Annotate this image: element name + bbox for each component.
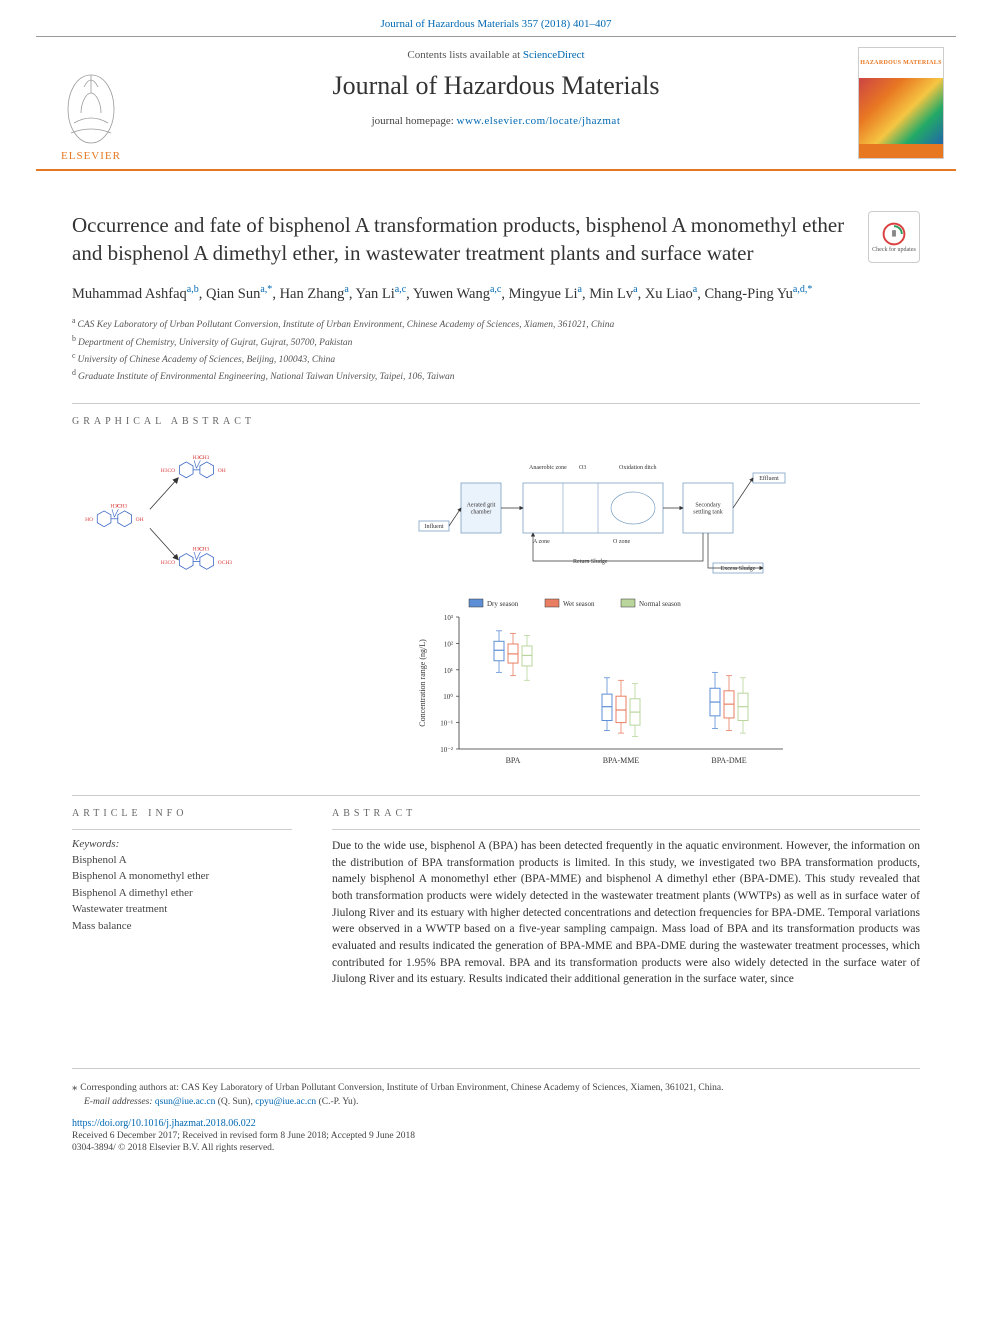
corresponding-line: Corresponding authors at: CAS Key Labora… — [80, 1083, 723, 1093]
boxplot-chart: 10⁻² 10⁻¹ 10⁰ 10¹ 10² 10³ Concentration range … — [286, 593, 920, 773]
sciencedirect-link[interactable]: ScienceDirect — [523, 49, 585, 61]
article-info-label: ARTICLE INFO — [72, 808, 292, 819]
svg-text:10⁰: 10⁰ — [443, 693, 453, 701]
svg-text:Aerated grit: Aerated grit — [467, 502, 496, 508]
cover-bar — [859, 144, 943, 158]
svg-text:Effluent: Effluent — [759, 475, 779, 482]
svg-text:BPA-DME: BPA-DME — [711, 756, 746, 765]
asterisk: ⁎ — [72, 1081, 80, 1093]
publisher-logo-wrap: ELSEVIER — [36, 37, 146, 169]
process-flowchart: Influent Aerated gritchamber Secondarysett… — [286, 443, 920, 583]
svg-text:H3CO: H3CO — [161, 468, 175, 474]
svg-text:10²: 10² — [444, 640, 453, 648]
svg-text:CH3: CH3 — [117, 504, 128, 510]
check-updates-label: Check for updates — [872, 247, 916, 253]
svg-text:Excess Sludge: Excess Sludge — [721, 566, 756, 572]
copyright-line: 0304-3894/ © 2018 Elsevier B.V. All righ… — [72, 1143, 920, 1153]
svg-text:BPA-MME: BPA-MME — [603, 756, 640, 765]
page-footer: ⁎ Corresponding authors at: CAS Key Labo… — [0, 1068, 992, 1183]
chem-scheme: H3CCH3HOOHH3CCH3H3COOHH3CCH3H3COOCH3 — [72, 443, 272, 593]
svg-text:chamber: chamber — [471, 509, 492, 515]
rule — [72, 795, 920, 796]
homepage-prefix: journal homepage: — [372, 115, 457, 127]
svg-text:Secondary: Secondary — [695, 502, 720, 508]
svg-text:settling tank: settling tank — [693, 509, 723, 515]
masthead: ELSEVIER Contents lists available at Sci… — [36, 36, 956, 171]
svg-text:CH3: CH3 — [199, 455, 210, 461]
keywords-label: Keywords: — [72, 838, 292, 850]
doi-link[interactable]: https://doi.org/10.1016/j.jhazmat.2018.0… — [72, 1118, 920, 1129]
svg-text:Anaerobic zone: Anaerobic zone — [529, 465, 567, 471]
rule — [72, 403, 920, 404]
graphical-abstract-label: GRAPHICAL ABSTRACT — [72, 416, 920, 427]
svg-text:HO: HO — [85, 517, 93, 523]
svg-text:BPA: BPA — [506, 756, 521, 765]
svg-text:10³: 10³ — [444, 614, 453, 622]
svg-text:Concentration range (ng/L): Concentration range (ng/L) — [418, 639, 427, 727]
svg-text:Oxidation ditch: Oxidation ditch — [619, 465, 657, 471]
citation-link[interactable]: Journal of Hazardous Materials 357 (2018… — [381, 18, 612, 30]
journal-cover: HAZARDOUS MATERIALS — [858, 47, 944, 159]
rule — [72, 1068, 920, 1069]
svg-text:10⁻²: 10⁻² — [440, 746, 453, 754]
abstract-text: Due to the wide use, bisphenol A (BPA) h… — [332, 838, 920, 988]
contents-prefix: Contents lists available at — [407, 49, 522, 61]
svg-text:O3: O3 — [579, 465, 586, 471]
svg-text:O zone: O zone — [613, 539, 630, 545]
masthead-center: Contents lists available at ScienceDirec… — [146, 37, 846, 169]
svg-text:OH: OH — [218, 468, 226, 474]
svg-text:Normal season: Normal season — [639, 600, 681, 608]
email-label: E-mail addresses: — [84, 1097, 155, 1107]
check-updates-icon — [881, 221, 907, 247]
cover-title: HAZARDOUS MATERIALS — [859, 48, 943, 78]
svg-text:A zone: A zone — [533, 539, 550, 545]
svg-text:H3CO: H3CO — [161, 560, 175, 566]
homepage-link[interactable]: www.elsevier.com/locate/jhazmat — [457, 115, 621, 127]
svg-text:Dry season: Dry season — [487, 600, 519, 608]
svg-text:OCH3: OCH3 — [218, 560, 233, 566]
svg-text:Wet season: Wet season — [563, 600, 595, 608]
journal-name: Journal of Hazardous Materials — [146, 71, 846, 101]
svg-text:Influent: Influent — [425, 523, 444, 530]
check-updates-badge[interactable]: Check for updates — [868, 211, 920, 263]
email-link[interactable]: cpyu@iue.ac.cn — [255, 1097, 316, 1107]
svg-text:10⁻¹: 10⁻¹ — [440, 719, 453, 727]
svg-text:Return Sludge: Return Sludge — [573, 559, 608, 565]
keywords-list: Bisphenol ABisphenol A monomethyl etherB… — [72, 852, 292, 935]
article-title: Occurrence and fate of bisphenol A trans… — [72, 211, 848, 268]
cover-art — [859, 78, 943, 144]
svg-text:ELSEVIER: ELSEVIER — [61, 150, 121, 162]
journal-cover-wrap: HAZARDOUS MATERIALS — [846, 37, 956, 169]
email-link[interactable]: qsun@iue.ac.cn — [155, 1097, 215, 1107]
contents-line: Contents lists available at ScienceDirec… — [146, 49, 846, 61]
elsevier-logo: ELSEVIER — [46, 63, 136, 163]
svg-text:10¹: 10¹ — [444, 667, 453, 675]
running-head: Journal of Hazardous Materials 357 (2018… — [0, 0, 992, 36]
svg-text:CH3: CH3 — [199, 546, 210, 552]
svg-text:OH: OH — [136, 517, 144, 523]
homepage-line: journal homepage: www.elsevier.com/locat… — [146, 115, 846, 127]
author-list: Muhammad Ashfaqa,b, Qian Suna,*, Han Zha… — [72, 282, 920, 306]
affiliation-list: aCAS Key Laboratory of Urban Pollutant C… — [72, 315, 920, 385]
graphical-abstract: H3CCH3HOOHH3CCH3H3COOHH3CCH3H3COOCH3 Inf… — [72, 437, 920, 777]
received-line: Received 6 December 2017; Received in re… — [72, 1131, 920, 1141]
abstract-label: ABSTRACT — [332, 808, 920, 819]
